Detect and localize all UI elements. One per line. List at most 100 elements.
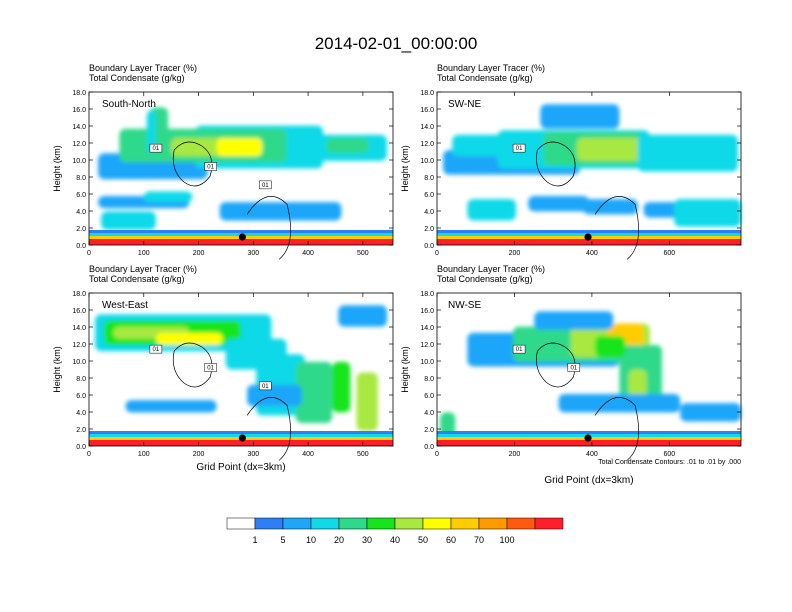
y-tick-label: 10.0 bbox=[72, 359, 86, 366]
contour-label: 01 bbox=[570, 366, 577, 372]
y-tick-label: 2.0 bbox=[76, 427, 86, 434]
axis-ticks: 0.0 2.0 4.0 6.0 8.0 10.0 12.0 14.0 16.0 18.0 0 200 4… bbox=[420, 90, 741, 257]
y-tick-label: 10.0 bbox=[420, 359, 434, 366]
tracer-field bbox=[95, 305, 387, 431]
contour-line bbox=[172, 141, 213, 187]
panel-subtitle: Total Condensate (g/kg) bbox=[89, 274, 185, 284]
x-tick-label: 0 bbox=[435, 451, 439, 458]
axis-ticks: 0.0 2.0 4.0 6.0 8.0 10.0 12.0 14.0 16.0 18.0 0 100 2… bbox=[72, 90, 393, 257]
y-tick-label: 4.0 bbox=[424, 209, 434, 216]
contour-label-box bbox=[259, 381, 272, 391]
y-tick-label: 8.0 bbox=[76, 175, 86, 182]
y-tick-label: 2.0 bbox=[424, 226, 434, 233]
x-tick-label: 500 bbox=[357, 250, 369, 257]
contour-label: 01 bbox=[516, 146, 523, 152]
y-axis-label: Height (km) bbox=[52, 346, 62, 393]
panel-label: SW-NE bbox=[448, 99, 481, 110]
bl-band bbox=[89, 239, 393, 245]
tracer-band bbox=[219, 202, 342, 221]
bl-band bbox=[437, 431, 741, 434]
panel-label: South-North bbox=[102, 99, 156, 110]
y-tick-label: 16.0 bbox=[72, 308, 86, 315]
contour-label-box bbox=[204, 162, 217, 171]
y-tick-label: 16.0 bbox=[420, 308, 434, 315]
y-tick-label: 18.0 bbox=[72, 291, 86, 298]
tracer-band bbox=[356, 372, 378, 431]
colorbar-swatch bbox=[422, 517, 452, 530]
contour-line bbox=[246, 397, 291, 461]
bl-band bbox=[89, 230, 393, 233]
tracer-field bbox=[98, 107, 387, 230]
panel-title: Boundary Layer Tracer (%) bbox=[89, 63, 197, 73]
colorbar-swatch bbox=[254, 517, 284, 530]
y-tick-label: 4.0 bbox=[424, 410, 434, 417]
contour-note: Total Condensate Contours: .01 to .01 by… bbox=[598, 459, 741, 466]
colorbar-label: 60 bbox=[446, 535, 456, 545]
colorbar-swatch bbox=[394, 517, 424, 530]
y-tick-label: 0.0 bbox=[76, 243, 86, 250]
contour-line bbox=[246, 196, 291, 260]
y-tick-label: 14.0 bbox=[72, 124, 86, 131]
colorbar-label: 30 bbox=[362, 535, 372, 545]
bl-band bbox=[89, 431, 393, 434]
colorbar-swatch bbox=[366, 517, 396, 530]
x-tick-label: 600 bbox=[664, 451, 676, 458]
tracer-band bbox=[534, 311, 614, 330]
colorbar: 1 5 10 20 30 40 50 60 70 100 bbox=[226, 517, 564, 545]
contour-line bbox=[172, 342, 213, 388]
tracer-band bbox=[332, 361, 351, 413]
tracer-band bbox=[101, 211, 156, 230]
y-tick-label: 0.0 bbox=[424, 444, 434, 451]
x-tick-label: 100 bbox=[138, 451, 150, 458]
tracer-band bbox=[338, 305, 387, 327]
y-tick-label: 12.0 bbox=[420, 141, 434, 148]
tracer-band bbox=[582, 199, 638, 215]
y-tick-label: 2.0 bbox=[76, 226, 86, 233]
condensate-contours: 01 01 01 bbox=[149, 342, 291, 461]
tracer-band bbox=[295, 361, 333, 424]
x-tick-label: 200 bbox=[509, 250, 521, 257]
contour-line bbox=[536, 141, 576, 187]
x-tick-label: 0 bbox=[435, 250, 439, 257]
colorbar-swatch bbox=[226, 517, 256, 530]
tracer-field bbox=[443, 104, 741, 227]
panel-subtitle: Total Condensate (g/kg) bbox=[437, 73, 533, 83]
tracer-band bbox=[155, 332, 223, 346]
y-tick-label: 18.0 bbox=[420, 291, 434, 298]
tracer-band bbox=[576, 137, 653, 161]
tracer-band bbox=[637, 134, 738, 172]
tracer-band bbox=[247, 384, 302, 407]
panel-sw-ne: Boundary Layer Tracer (%) Total Condensa… bbox=[400, 63, 742, 260]
x-tick-label: 400 bbox=[302, 451, 314, 458]
condensate-contours: 01 bbox=[512, 141, 639, 260]
y-tick-label: 4.0 bbox=[76, 410, 86, 417]
x-tick-label: 500 bbox=[357, 451, 369, 458]
tracer-band bbox=[595, 335, 626, 358]
colorbar-label: 70 bbox=[474, 535, 484, 545]
location-marker bbox=[584, 434, 592, 442]
colorbar-label: 100 bbox=[499, 535, 514, 545]
y-tick-label: 10.0 bbox=[420, 158, 434, 165]
y-tick-label: 6.0 bbox=[76, 393, 86, 400]
bl-band bbox=[89, 440, 393, 446]
x-tick-label: 300 bbox=[247, 250, 259, 257]
y-axis-label: Height (km) bbox=[400, 346, 410, 393]
x-tick-label: 400 bbox=[586, 451, 598, 458]
tracer-band bbox=[680, 403, 741, 422]
y-tick-label: 6.0 bbox=[76, 192, 86, 199]
contour-label: 01 bbox=[262, 183, 269, 189]
contour-label-box bbox=[512, 143, 526, 153]
contour-label-box bbox=[512, 344, 526, 354]
tracer-band bbox=[326, 137, 369, 154]
y-tick-label: 18.0 bbox=[420, 90, 434, 97]
panel-title: Boundary Layer Tracer (%) bbox=[437, 63, 545, 73]
x-tick-label: 200 bbox=[509, 451, 521, 458]
y-tick-label: 0.0 bbox=[76, 444, 86, 451]
y-tick-label: 14.0 bbox=[420, 325, 434, 332]
contour-label: 01 bbox=[153, 146, 160, 152]
panel-title: Boundary Layer Tracer (%) bbox=[437, 264, 545, 274]
colorbar-swatch bbox=[450, 517, 480, 530]
tracer-band bbox=[440, 412, 456, 437]
y-axis-label: Height (km) bbox=[400, 145, 410, 192]
